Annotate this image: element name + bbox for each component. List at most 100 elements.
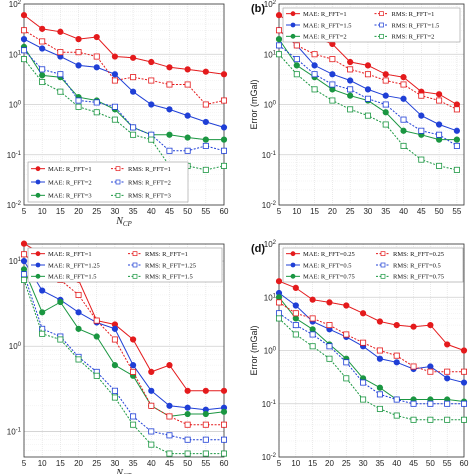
data-point xyxy=(453,166,460,173)
data-point xyxy=(75,309,82,316)
data-point xyxy=(329,81,336,88)
legend-marker xyxy=(132,273,138,279)
legend-label: MAE: R_FFT=0.5 xyxy=(303,262,351,269)
axes-frame xyxy=(23,3,225,206)
data-point xyxy=(148,136,155,143)
data-point xyxy=(393,396,400,403)
data-point xyxy=(382,121,389,128)
data-point xyxy=(20,276,27,283)
y-axis-label: Error (mGal) xyxy=(249,326,259,376)
legend-marker xyxy=(380,273,386,279)
x-tick-label: 50 xyxy=(426,459,435,468)
data-point xyxy=(148,387,155,394)
y-tick-label: 101 xyxy=(264,50,277,59)
chart-panel-1: 5 10 15 20 25 30 35 40 45 50 55 60 10-2 10-1 100 101 102… xyxy=(7,0,229,228)
x-tick-label: 25 xyxy=(342,459,351,468)
x-tick-label: 35 xyxy=(375,459,384,468)
data-point xyxy=(130,413,137,420)
data-point xyxy=(410,323,417,330)
y-tick-labels: 10-1 100 101 xyxy=(7,257,22,436)
data-point xyxy=(453,106,460,113)
data-point xyxy=(436,162,443,169)
data-point xyxy=(75,62,82,69)
data-point xyxy=(39,79,46,86)
data-point xyxy=(364,62,372,69)
data-point xyxy=(184,134,191,141)
data-point xyxy=(184,112,191,119)
legend-label: MAE: R_FFT=1 xyxy=(48,166,92,173)
legend: MAE: R_FFT=1 MAE: R_FFT=1.25 MAE: R_FFT=1.… xyxy=(27,247,223,283)
data-point xyxy=(453,142,460,149)
data-point xyxy=(364,71,371,78)
legend-marker xyxy=(115,192,121,198)
legend-label: MAE: R_FFT=2 xyxy=(48,179,92,186)
x-tick-labels: 5 10 15 20 25 30 35 40 45 50 55 xyxy=(277,207,462,216)
series-4 xyxy=(275,27,460,113)
data-point xyxy=(427,321,434,329)
legend-marker xyxy=(290,22,296,28)
data-point xyxy=(220,436,227,443)
data-point xyxy=(39,287,46,294)
y-tick-label: 10-1 xyxy=(262,151,277,160)
y-tick-label: 10-2 xyxy=(7,201,22,210)
data-point xyxy=(202,166,209,173)
x-tick-label: 55 xyxy=(452,207,461,216)
data-point xyxy=(460,347,468,354)
data-point xyxy=(326,299,333,306)
data-point xyxy=(166,362,173,369)
chart-panel-2: 5 10 15 20 25 30 35 40 45 50 55 10-2 10-1 100 101 102 Er… xyxy=(249,0,465,216)
data-point xyxy=(220,124,228,131)
data-point xyxy=(460,368,467,375)
data-point xyxy=(292,322,299,329)
data-point xyxy=(311,71,318,78)
legend-label: RMS: R_FFT=1 xyxy=(128,166,171,173)
data-point xyxy=(20,271,27,278)
data-point xyxy=(460,416,467,423)
data-point xyxy=(343,331,350,338)
y-tick-labels: 10-2 10-1 100 101 102 xyxy=(7,0,22,210)
data-point xyxy=(444,368,451,375)
data-point xyxy=(57,49,64,56)
x-tick-label: 35 xyxy=(129,459,138,468)
data-point xyxy=(111,387,118,394)
series-line xyxy=(278,29,458,110)
data-point xyxy=(444,416,451,423)
data-point xyxy=(427,363,434,370)
data-point xyxy=(93,317,100,324)
data-point xyxy=(293,56,300,63)
y-tick-label: 10-1 xyxy=(7,151,22,160)
panel-label: (b) xyxy=(251,3,265,15)
data-point xyxy=(220,97,227,104)
data-point xyxy=(347,92,354,99)
legend-box xyxy=(27,161,189,203)
data-point xyxy=(376,384,384,391)
data-point xyxy=(75,291,82,298)
data-point xyxy=(364,95,371,102)
data-point xyxy=(347,86,354,93)
series-1 xyxy=(20,12,228,78)
data-point xyxy=(275,299,282,306)
legend-marker xyxy=(379,33,384,39)
data-point xyxy=(166,147,173,154)
legend-marker xyxy=(290,33,296,39)
series-6 xyxy=(275,51,460,173)
legend-marker xyxy=(35,192,41,198)
data-point xyxy=(148,131,155,138)
series-6 xyxy=(20,56,227,173)
data-point xyxy=(148,101,155,108)
data-point xyxy=(376,347,383,354)
legend-marker xyxy=(379,11,384,17)
data-point xyxy=(360,339,367,346)
data-point xyxy=(75,356,82,363)
legend-marker xyxy=(132,251,138,257)
y-tick-label: 100 xyxy=(264,347,277,356)
legend-label: RMS: R_FFT=0.5 xyxy=(393,262,441,269)
data-point xyxy=(220,450,227,457)
x-tick-label: 10 xyxy=(38,207,47,216)
data-point xyxy=(184,436,191,443)
data-point xyxy=(292,310,299,317)
legend-marker xyxy=(380,251,386,257)
data-point xyxy=(275,310,282,317)
data-point xyxy=(202,410,209,418)
data-point xyxy=(39,66,46,73)
